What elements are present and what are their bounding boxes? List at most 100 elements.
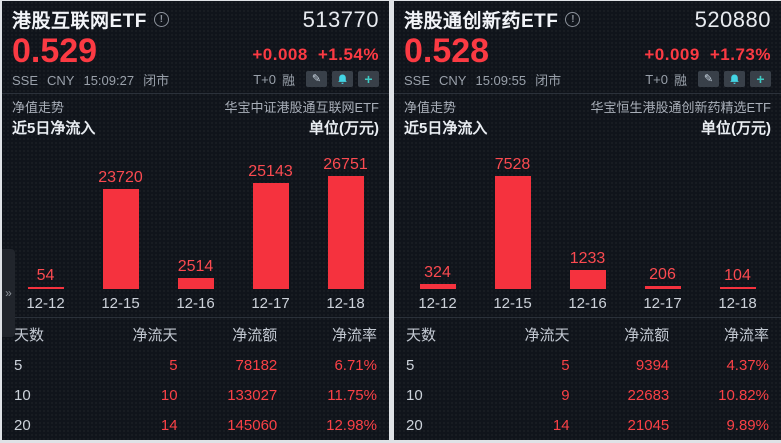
etf-code: 520880 [694, 6, 771, 32]
change-abs: +0.008 [252, 44, 308, 64]
fund-full-name: 华宝中证港股通互联网ETF [224, 99, 379, 115]
quote-time: 15:09:27 [83, 72, 135, 88]
x-tick: 12-12 [26, 294, 65, 312]
col-header: 天数 [14, 327, 45, 345]
cell-netflow-rate: 9.89% [726, 416, 769, 434]
x-tick: 12-16 [568, 294, 607, 312]
section-title: 近5日净流入 [12, 120, 96, 138]
cell-netflow-amount: 78182 [235, 356, 278, 374]
bar [177, 277, 214, 289]
etf-title: 港股通创新药ETF [404, 11, 559, 32]
bar-value: 23720 [98, 168, 143, 186]
t0-tag: T+0 [253, 71, 276, 87]
col-header: 净流天 [524, 327, 570, 345]
cell-netflow-days: 10 [160, 386, 178, 404]
cell-netflow-rate: 11.75% [327, 386, 377, 404]
net-inflow-bar-chart: 54 23720 2514 25143 26751 [2, 143, 389, 289]
info-icon[interactable]: ! [565, 12, 581, 27]
table-header-row: 天数 净流天 净流额 净流率 [406, 319, 769, 350]
cell-netflow-days: 5 [561, 356, 570, 374]
bar-group: 54 [8, 267, 83, 289]
table-row: 5 5 9394 4.37% [406, 350, 769, 380]
margin-tag: 融 [673, 72, 687, 88]
quote-meta: SSE CNY 15:09:27 闭市 [12, 70, 178, 89]
plus-icon: + [364, 71, 373, 88]
currency-label: CNY [47, 72, 75, 88]
bar-group: 324 [400, 264, 475, 289]
col-header: 净流额 [232, 327, 278, 345]
col-header: 天数 [406, 327, 437, 345]
info-icon[interactable]: ! [153, 12, 169, 27]
bar [102, 188, 139, 289]
nav-trend-label[interactable]: 净值走势 [404, 99, 457, 115]
cell-netflow-rate: 10.82% [718, 386, 769, 404]
bar-group: 2514 [158, 258, 233, 289]
bar-group: 25143 [233, 163, 308, 289]
table-row: 20 14 145060 12.98% [14, 410, 377, 440]
bar [27, 286, 64, 289]
margin-tag: 融 [281, 72, 295, 88]
market-status: 闭市 [143, 72, 170, 88]
last-price: 0.528 [404, 31, 490, 70]
cell-netflow-amount: 133027 [227, 386, 278, 404]
x-tick: 12-18 [718, 294, 757, 312]
bar [644, 285, 681, 289]
x-tick: 12-17 [643, 294, 682, 312]
table-row: 5 5 78182 6.71% [14, 350, 377, 380]
bar-group: 104 [700, 267, 775, 289]
bar [569, 269, 606, 289]
pencil-icon: ✎ [311, 72, 322, 85]
cell-netflow-days: 14 [160, 416, 178, 434]
exchange-label: SSE [12, 72, 39, 88]
bar [419, 283, 456, 289]
bell-icon [730, 74, 739, 84]
x-tick: 12-12 [418, 294, 457, 312]
etf-panel-left: 港股互联网ETF ! 513770 0.529 +0.008 +1.54% SSE… [2, 1, 389, 440]
col-header: 净流率 [723, 327, 769, 345]
inflow-summary-table: 天数 净流天 净流额 净流率 5 5 78182 6.71% 10 10 133… [2, 318, 389, 440]
bar [252, 182, 289, 289]
x-tick: 12-15 [493, 294, 532, 312]
cell-netflow-rate: 4.37% [726, 356, 769, 374]
table-row: 10 9 22683 10.82% [406, 380, 769, 410]
quote-time: 15:09:55 [475, 72, 527, 88]
bar-value: 25143 [248, 162, 293, 180]
table-row: 10 10 133027 11.75% [14, 380, 377, 410]
etf-panel-right: 港股通创新药ETF ! 520880 0.528 +0.009 +1.73% SS… [394, 1, 781, 440]
change-pct: +1.73% [709, 44, 771, 64]
col-header: 净流额 [624, 327, 670, 345]
nav-trend-label[interactable]: 净值走势 [12, 99, 65, 115]
edit-button[interactable]: ✎ [698, 71, 719, 88]
sidebar-expander[interactable]: » [2, 249, 15, 337]
t0-tag: T+0 [645, 71, 668, 87]
price-change: +0.009 +1.73% [634, 45, 771, 68]
bar-value: 206 [649, 265, 676, 283]
table-row: 20 14 21045 9.89% [406, 410, 769, 440]
unit-label: 单位(万元) [309, 120, 379, 138]
x-tick: 12-15 [101, 294, 140, 312]
cell-days: 20 [14, 416, 31, 434]
add-button[interactable]: + [358, 71, 379, 88]
cell-netflow-amount: 9394 [635, 356, 670, 374]
etf-code: 513770 [302, 6, 379, 32]
alert-button[interactable] [724, 71, 745, 88]
bar-value: 1233 [569, 249, 606, 267]
cell-netflow-amount: 145060 [227, 416, 278, 434]
etf-title: 港股互联网ETF [12, 11, 147, 32]
edit-button[interactable]: ✎ [306, 71, 327, 88]
bar-group: 206 [625, 266, 700, 289]
col-header: 净流天 [132, 327, 178, 345]
x-tick: 12-16 [176, 294, 215, 312]
change-pct: +1.54% [317, 44, 379, 64]
alert-button[interactable] [332, 71, 353, 88]
bar-value: 7528 [494, 155, 531, 173]
bar [327, 175, 364, 289]
cell-netflow-days: 9 [561, 386, 570, 404]
cell-netflow-amount: 22683 [627, 386, 670, 404]
bar-value: 2514 [177, 257, 214, 275]
cell-days: 5 [14, 356, 23, 374]
add-button[interactable]: + [750, 71, 771, 88]
bar-group: 26751 [308, 156, 383, 289]
bar-value: 104 [724, 266, 751, 284]
